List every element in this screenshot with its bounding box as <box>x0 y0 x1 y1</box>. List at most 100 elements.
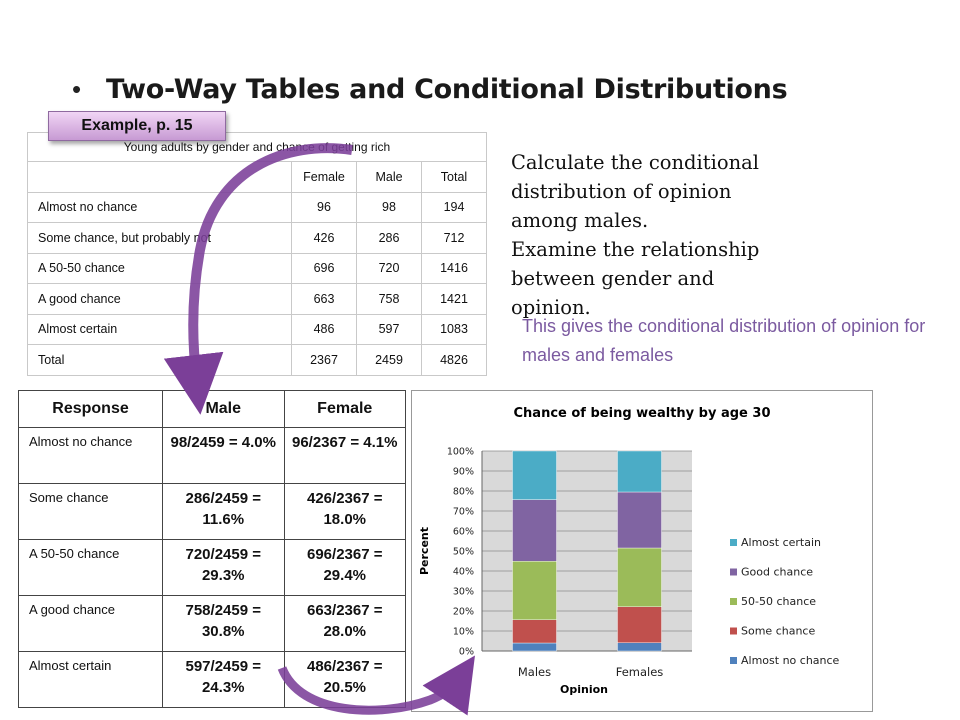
row-label: Almost certain <box>27 313 292 345</box>
y-tick-label: 10% <box>453 627 474 638</box>
row-label: Total <box>27 344 292 376</box>
bullet-point: • <box>72 74 82 104</box>
y-tick-label: 80% <box>453 487 474 498</box>
slide-title: Two-Way Tables and Conditional Distribut… <box>106 74 788 105</box>
legend-swatch <box>730 657 737 664</box>
instruction-line: opinion. <box>511 296 591 319</box>
y-tick-label: 100% <box>447 447 474 458</box>
table-row: Some chance, but probably not 426 286 71… <box>27 222 487 254</box>
male-percent: 720/2459 = 29.3% <box>162 539 285 596</box>
conditional-table: Response Male Female Almost no chance 98… <box>18 390 406 708</box>
male-count: 98 <box>356 191 422 223</box>
chart-title: Chance of being wealthy by age 30 <box>514 406 771 421</box>
y-tick-label: 50% <box>453 547 474 558</box>
table-row: A 50-50 chance 696 720 1416 <box>27 252 487 284</box>
female-percent: 96/2367 = 4.1% <box>283 427 406 484</box>
bars <box>512 450 662 652</box>
table-row: A good chance 758/2459 = 30.8% 663/2367 … <box>18 595 406 652</box>
bar-segment <box>617 491 662 549</box>
table-row: Almost no chance 98/2459 = 4.0% 96/2367 … <box>18 427 406 484</box>
total-count: 1083 <box>421 313 487 345</box>
x-axis-ticks: Males Females <box>518 665 663 679</box>
male-count: 720 <box>356 252 422 284</box>
response-label: A 50-50 chance <box>18 539 163 596</box>
legend-label: 50-50 chance <box>741 595 816 608</box>
bar-segment <box>512 499 557 562</box>
table-row: A good chance 663 758 1421 <box>27 283 487 315</box>
response-label: A good chance <box>18 595 163 652</box>
instruction-line: distribution of opinion <box>511 180 732 203</box>
row-label: Some chance, but probably not <box>27 222 292 254</box>
instructions: Calculate the conditional distribution o… <box>511 148 811 322</box>
table-row: Almost certain 597/2459 = 24.3% 486/2367… <box>18 651 406 708</box>
legend-swatch <box>730 598 737 605</box>
female-count: 2367 <box>291 344 357 376</box>
instruction-line: Examine the relationship <box>511 238 760 261</box>
legend-swatch <box>730 568 737 576</box>
legend-label: Some chance <box>741 625 815 638</box>
male-count: 758 <box>356 283 422 315</box>
total-count: 1416 <box>421 252 487 284</box>
response-label: Some chance <box>18 483 163 540</box>
legend-label: Good chance <box>741 566 813 579</box>
bar-segment <box>617 642 662 652</box>
y-tick-label: 90% <box>453 467 474 478</box>
female-count: 696 <box>291 252 357 284</box>
row-label: A 50-50 chance <box>27 252 292 284</box>
y-axis-label: Percent <box>418 527 431 575</box>
x-tick-label: Females <box>616 665 664 679</box>
counts-table-header: Female <box>291 161 357 193</box>
male-count: 286 <box>356 222 422 254</box>
instruction-line: among males. <box>511 209 649 232</box>
bar-segment <box>617 450 662 493</box>
male-percent: 286/2459 = 11.6% <box>162 483 285 540</box>
table-row: Almost certain 486 597 1083 <box>27 313 487 345</box>
example-badge: Example, p. 15 <box>48 111 226 141</box>
y-tick-label: 40% <box>453 567 474 578</box>
counts-table: Young adults by gender and chance of get… <box>27 132 487 376</box>
y-tick-label: 60% <box>453 527 474 538</box>
y-axis-ticks: 0% 10% 20% 30% 40% 50% 60% 70% 80% 90% 100% <box>447 447 474 658</box>
total-count: 712 <box>421 222 487 254</box>
legend-label: Almost certain <box>741 536 821 549</box>
female-count: 663 <box>291 283 357 315</box>
conditional-table-header: Response <box>18 390 163 428</box>
stacked-bar-chart: Chance of being wealthy by age 30 0% 10% 2… <box>411 390 873 712</box>
legend: Almost no chance Some chance 50-50 chance G… <box>730 536 840 667</box>
total-count: 194 <box>421 191 487 223</box>
counts-table-header: Male <box>356 161 422 193</box>
male-percent: 98/2459 = 4.0% <box>162 427 285 484</box>
conditional-note: This gives the conditional distribution … <box>522 316 926 365</box>
y-tick-label: 70% <box>453 507 474 518</box>
row-label: Almost no chance <box>27 191 292 223</box>
chart-svg: Chance of being wealthy by age 30 0% 10% 2… <box>418 406 840 696</box>
bar-segment <box>512 619 557 644</box>
instruction-line: between gender and <box>511 267 715 290</box>
counts-table-header <box>27 161 292 193</box>
female-count: 96 <box>291 191 357 223</box>
row-label: A good chance <box>27 283 292 315</box>
response-label: Almost certain <box>18 651 163 708</box>
bar-segment <box>617 547 662 607</box>
female-count: 486 <box>291 313 357 345</box>
female-percent: 663/2367 = 28.0% <box>283 595 406 652</box>
table-row: Some chance 286/2459 = 11.6% 426/2367 = … <box>18 483 406 540</box>
x-axis-label: Opinion <box>560 683 608 696</box>
conditional-table-header: Female <box>283 390 406 428</box>
bar-segment <box>617 606 662 644</box>
female-count: 426 <box>291 222 357 254</box>
table-row: A 50-50 chance 720/2459 = 29.3% 696/2367… <box>18 539 406 596</box>
response-label: Almost no chance <box>18 427 163 484</box>
y-tick-label: 30% <box>453 587 474 598</box>
x-tick-label: Males <box>518 665 551 679</box>
legend-label: Almost no chance <box>741 654 840 667</box>
table-row: Almost no chance 96 98 194 <box>27 191 487 223</box>
bar-segment <box>512 560 557 620</box>
legend-swatch <box>730 539 737 546</box>
y-tick-label: 20% <box>453 607 474 618</box>
male-percent: 758/2459 = 30.8% <box>162 595 285 652</box>
bar-segment <box>512 642 557 652</box>
female-percent: 486/2367 = 20.5% <box>283 651 406 708</box>
female-percent: 426/2367 = 18.0% <box>283 483 406 540</box>
total-count: 1421 <box>421 283 487 315</box>
